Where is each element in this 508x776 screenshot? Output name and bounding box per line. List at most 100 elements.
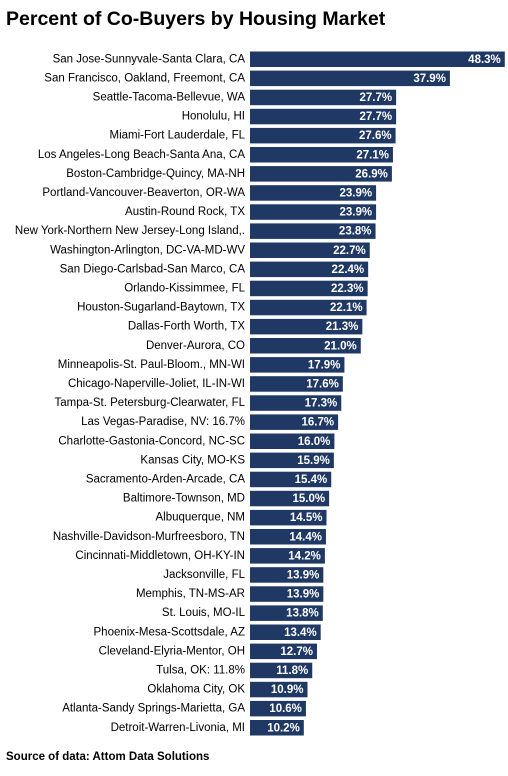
bar-value-label: 48.3% — [468, 54, 501, 66]
category-label: San Jose-Sunnyvale-Santa Clara, CA — [53, 53, 246, 65]
bar — [250, 395, 342, 411]
bar — [250, 586, 324, 602]
bar-value-label: 27.7% — [360, 111, 393, 123]
bar-value-label: 10.2% — [267, 722, 300, 734]
bar-value-label: 17.6% — [306, 378, 339, 390]
bar-value-label: 26.9% — [355, 168, 388, 180]
category-label: Las Vegas-Paradise, NV: 16.7% — [81, 416, 245, 428]
category-label: Washington-Arlington, DC-VA-MD-WV — [50, 244, 245, 256]
bar — [250, 662, 313, 679]
bar — [250, 605, 323, 621]
category-label: Boston-Cambridge-Quincy, MA-NH — [66, 168, 245, 180]
bar — [250, 681, 308, 698]
bar — [250, 720, 304, 736]
bar-value-label: 22.7% — [333, 245, 366, 257]
bar-value-label: 13.4% — [284, 627, 317, 639]
bar-value-label: 23.9% — [339, 207, 372, 219]
bar-value-label: 17.3% — [305, 398, 338, 410]
bar-value-label: 16.7% — [301, 417, 334, 429]
category-label: Dallas-Forth Worth, TX — [128, 321, 245, 333]
bar — [250, 624, 321, 640]
bar — [250, 529, 326, 545]
category-label: San Francisco, Oakland, Freemont, CA — [44, 72, 245, 84]
bar — [250, 89, 397, 106]
bar — [250, 185, 377, 201]
bar-value-label: 23.9% — [339, 187, 372, 199]
category-label: Phoenix-Mesa-Scottsdale, AZ — [94, 626, 246, 638]
bar-value-label: 12.7% — [280, 646, 313, 658]
category-label: Portland-Vancouver-Beaverton, OR-WA — [42, 187, 245, 199]
bar — [250, 490, 330, 507]
category-label: Miami-Fort Lauderdale, FL — [110, 130, 246, 142]
category-label: Cincinnati-Middletown, OH-KY-IN — [75, 550, 245, 562]
category-label: Sacramento-Arden-Arcade, CA — [86, 473, 245, 485]
bar-value-label: 10.6% — [269, 703, 302, 715]
bar-value-label: 21.3% — [326, 321, 359, 333]
bar-value-label: 37.9% — [413, 73, 446, 85]
bar — [250, 433, 335, 449]
category-label: Albuquerque, NM — [156, 512, 246, 524]
bar — [250, 567, 324, 583]
bar — [250, 548, 325, 564]
bar — [250, 204, 377, 220]
category-label: Houston-Sugarland-Baytown, TX — [77, 302, 245, 314]
bar — [250, 452, 334, 469]
category-label: Orlando-Kissimmee, FL — [124, 282, 245, 294]
category-label: Nashville-Davidson-Murfreesboro, TN — [53, 531, 245, 543]
bar — [250, 108, 397, 125]
bar-value-label: 10.9% — [271, 684, 304, 696]
category-label: Atlanta-Sandy Springs-Marietta, GA — [62, 703, 245, 715]
category-label: Honolulu, HI — [182, 111, 245, 123]
bar — [250, 223, 376, 239]
bar — [250, 261, 369, 278]
category-label: Kansas City, MO-KS — [140, 454, 245, 466]
bar — [250, 338, 361, 354]
bar-value-label: 22.1% — [330, 302, 363, 314]
bar — [250, 471, 332, 488]
bar-value-label: 17.9% — [308, 359, 341, 371]
bar-value-label: 15.0% — [293, 493, 326, 505]
category-label: San Diego-Carlsbad-San Marco, CA — [60, 263, 246, 275]
category-label: Charlotte-Gastonia-Concord, NC-SC — [58, 435, 245, 447]
source-note: Source of data: Attom Data Solutions — [6, 751, 210, 763]
category-label: Tulsa, OK: 11.8% — [156, 664, 245, 676]
bar-value-label: 14.5% — [290, 512, 323, 524]
category-label: Minneapolis-St. Paul-Bloom., MN-WI — [58, 359, 245, 371]
bar-value-label: 16.0% — [298, 436, 331, 448]
bar-value-label: 13.9% — [287, 589, 320, 601]
category-label: Seattle-Tacoma-Bellevue, WA — [93, 91, 246, 103]
category-label: Tampa-St. Petersburg-Clearwater, FL — [55, 397, 246, 409]
bar — [250, 643, 317, 660]
bar-value-label: 13.9% — [287, 569, 320, 581]
bar — [250, 242, 370, 258]
bar-value-label: 14.2% — [288, 550, 321, 562]
bar-value-label: 22.3% — [331, 283, 364, 295]
bar — [250, 70, 450, 87]
bar — [250, 299, 367, 316]
category-label: Baltimore-Townson, MD — [123, 493, 245, 505]
bar — [250, 166, 392, 182]
bar-value-label: 27.1% — [356, 149, 389, 161]
category-label: Cleveland-Elyria-Mentor, OH — [99, 645, 245, 657]
category-label: Memphis, TN-MS-AR — [136, 588, 245, 600]
category-label: New York-Northern New Jersey-Long Island… — [15, 225, 245, 237]
bar-value-label: 21.0% — [324, 340, 357, 352]
bar — [250, 280, 368, 297]
category-label: Oklahoma City, OK — [147, 684, 245, 696]
bar — [250, 318, 363, 335]
bar-value-label: 15.4% — [295, 474, 328, 486]
category-label: Denver-Aurora, CO — [146, 340, 245, 352]
bar — [250, 127, 396, 144]
bar — [250, 700, 306, 717]
category-label: Jacksonville, FL — [163, 569, 245, 581]
bar — [250, 376, 343, 392]
bar-value-label: 23.8% — [339, 226, 372, 238]
bar-value-label: 27.7% — [360, 92, 393, 104]
category-label: Austin-Round Rock, TX — [125, 206, 245, 218]
bar-value-label: 22.4% — [332, 264, 365, 276]
bar-value-label: 27.6% — [359, 130, 392, 142]
bar — [250, 147, 393, 163]
category-label: Chicago-Naperville-Joliet, IL-IN-WI — [68, 378, 245, 390]
chart-title: Percent of Co-Buyers by Housing Market — [6, 8, 386, 30]
